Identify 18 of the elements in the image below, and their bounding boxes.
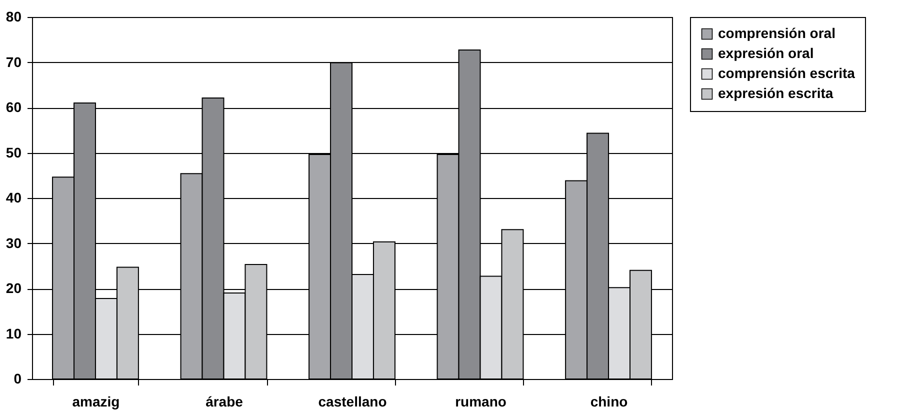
x-tick-label: rumano (455, 394, 506, 410)
y-tick-label: 80 (6, 8, 22, 24)
y-tick-label: 10 (6, 325, 22, 342)
x-tick-label: amazig (72, 394, 120, 410)
y-tick-label: 50 (6, 144, 22, 160)
x-tick-label: chino (590, 394, 628, 410)
y-tick-label: 30 (6, 234, 22, 251)
x-tick-label: castellano (318, 394, 387, 410)
y-tick-label: 0 (14, 370, 22, 386)
y-tick-label: 20 (6, 280, 22, 296)
legend-label: expresión oral (718, 45, 814, 61)
legend-label: comprensión escrita (718, 65, 856, 81)
legend-label: comprensión oral (718, 25, 836, 41)
y-tick-label: 60 (6, 99, 22, 115)
y-tick-label: 40 (6, 190, 22, 206)
legend-label: expresión escrita (718, 85, 834, 101)
y-tick-label: 70 (6, 54, 22, 70)
x-tick-label: árabe (206, 394, 244, 410)
